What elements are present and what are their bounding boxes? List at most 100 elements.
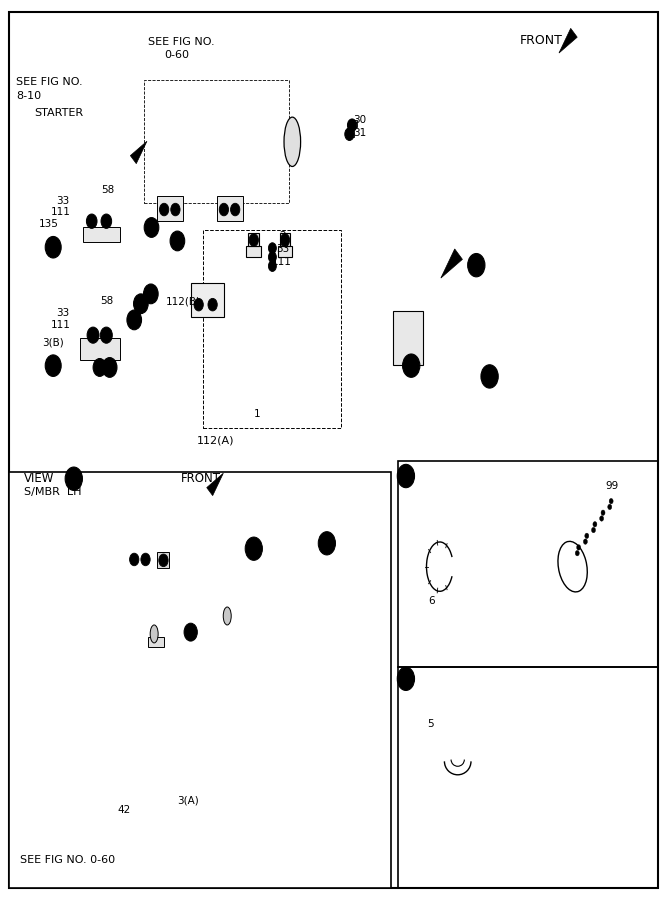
Text: SEE FIG NO. 0-60: SEE FIG NO. 0-60 [20, 855, 115, 865]
Text: SEE FIG NO.: SEE FIG NO. [147, 37, 214, 47]
Text: A: A [137, 299, 144, 309]
Bar [247, 247, 261, 257]
Text: A: A [148, 222, 155, 232]
Text: 3(B): 3(B) [43, 338, 64, 347]
Text: 1: 1 [253, 410, 260, 419]
Text: B: B [131, 315, 137, 325]
Circle shape [184, 623, 197, 641]
Circle shape [398, 464, 414, 488]
Circle shape [593, 522, 597, 527]
Text: SEE FIG NO.: SEE FIG NO. [16, 77, 83, 87]
Bar [279, 233, 290, 247]
Circle shape [468, 254, 485, 277]
Text: FRONT: FRONT [181, 472, 221, 485]
Circle shape [129, 554, 139, 566]
Circle shape [159, 203, 169, 216]
Circle shape [280, 234, 289, 247]
Circle shape [102, 357, 117, 377]
Circle shape [318, 532, 336, 555]
Text: E: E [50, 242, 56, 252]
Text: 112(A): 112(A) [197, 435, 235, 446]
Circle shape [348, 119, 357, 131]
Circle shape [45, 355, 61, 376]
Polygon shape [124, 542, 167, 576]
Text: 111: 111 [51, 207, 71, 217]
Text: E: E [403, 674, 409, 684]
Circle shape [403, 354, 420, 377]
Circle shape [141, 554, 150, 566]
Bar [191, 284, 224, 317]
Text: 42: 42 [117, 805, 131, 814]
Bar [398, 461, 658, 667]
Ellipse shape [223, 607, 231, 625]
Bar [157, 196, 183, 221]
Text: B: B [106, 363, 113, 373]
Text: B: B [147, 289, 154, 299]
Circle shape [249, 234, 258, 247]
Bar [9, 472, 392, 887]
Circle shape [159, 554, 168, 567]
Text: FRONT: FRONT [520, 34, 562, 48]
Bar [398, 667, 658, 887]
Circle shape [170, 231, 185, 251]
Bar [157, 553, 169, 569]
Polygon shape [260, 85, 285, 199]
Circle shape [87, 327, 99, 343]
Circle shape [133, 294, 148, 313]
Circle shape [87, 214, 97, 229]
Polygon shape [207, 473, 223, 496]
Bar [80, 338, 119, 360]
Polygon shape [305, 253, 331, 414]
Circle shape [577, 544, 581, 550]
Text: 111: 111 [51, 320, 71, 330]
Polygon shape [206, 414, 348, 427]
Bar [394, 310, 423, 365]
Polygon shape [147, 122, 260, 199]
Circle shape [608, 504, 612, 509]
Circle shape [143, 284, 158, 304]
Circle shape [345, 128, 354, 140]
Circle shape [171, 203, 180, 216]
Text: 58: 58 [99, 296, 113, 306]
Text: 111: 111 [271, 256, 291, 266]
Text: 31: 31 [354, 129, 367, 139]
Text: 135: 135 [39, 219, 59, 229]
Circle shape [231, 203, 240, 216]
Circle shape [584, 539, 588, 544]
Circle shape [100, 327, 112, 343]
Circle shape [101, 214, 111, 229]
Text: 8-10: 8-10 [16, 91, 41, 101]
Polygon shape [209, 253, 331, 298]
Polygon shape [209, 298, 305, 414]
Circle shape [65, 467, 83, 491]
Polygon shape [147, 85, 285, 122]
Ellipse shape [150, 625, 158, 643]
Text: 2: 2 [279, 231, 285, 241]
Text: 99: 99 [606, 481, 619, 491]
Text: VIEW: VIEW [24, 472, 54, 485]
Circle shape [245, 537, 262, 561]
Circle shape [601, 510, 605, 516]
Text: A: A [174, 236, 181, 246]
Text: S/MBR  LH: S/MBR LH [24, 487, 81, 497]
Circle shape [127, 310, 141, 329]
Circle shape [268, 261, 276, 272]
Text: C: C [473, 260, 480, 270]
Bar [277, 247, 292, 257]
Bar [350, 120, 358, 127]
Circle shape [268, 243, 276, 254]
Circle shape [592, 527, 596, 533]
Text: 5: 5 [427, 719, 434, 729]
Circle shape [219, 203, 229, 216]
Bar [147, 636, 164, 647]
Text: 30: 30 [354, 115, 367, 125]
Circle shape [585, 533, 589, 538]
Text: 33: 33 [57, 195, 70, 205]
Polygon shape [130, 141, 147, 164]
Circle shape [609, 499, 613, 504]
Text: 6: 6 [428, 596, 435, 606]
Text: D: D [402, 471, 410, 481]
Text: 0-60: 0-60 [164, 50, 189, 60]
Text: STARTER: STARTER [35, 108, 84, 118]
Circle shape [575, 551, 579, 556]
